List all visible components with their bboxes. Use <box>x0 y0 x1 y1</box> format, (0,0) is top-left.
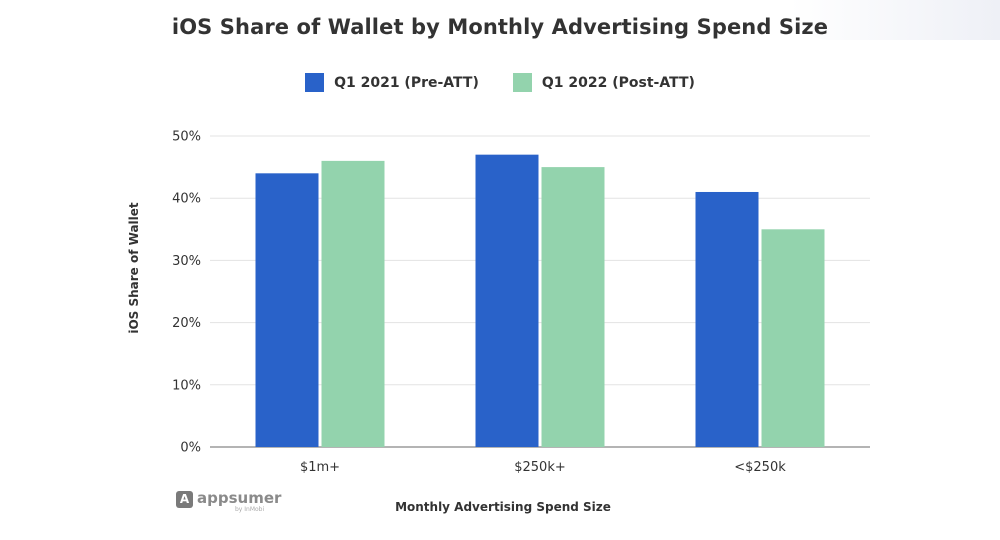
logo-brand: appsumer <box>197 489 282 507</box>
legend-item-series-1: Q1 2021 (Pre-ATT) <box>305 73 479 92</box>
y-tick-label: 40% <box>172 192 201 207</box>
appsumer-logo: A appsumer by InMobi <box>176 491 281 519</box>
legend: Q1 2021 (Pre-ATT) Q1 2022 (Post-ATT) <box>0 73 1000 92</box>
legend-label-series-1: Q1 2021 (Pre-ATT) <box>334 74 479 91</box>
gridlines <box>210 135 870 448</box>
x-tick-label: $1m+ <box>300 460 340 475</box>
corner-decoration <box>790 0 1000 40</box>
legend-label-series-2: Q1 2022 (Post-ATT) <box>541 74 695 91</box>
bar-series-1-category-2 <box>475 154 539 447</box>
legend-item-series-2: Q1 2022 (Post-ATT) <box>512 73 695 92</box>
bars <box>255 154 825 447</box>
y-tick-label: 10% <box>172 378 201 393</box>
bar-series-1-category-3 <box>695 191 759 447</box>
chart-title: iOS Share of Wallet by Monthly Advertisi… <box>171 15 829 39</box>
y-tick-labels: 0% 10% 20% 30% 40% 50% <box>172 130 201 456</box>
y-tick-label: 0% <box>180 441 201 456</box>
x-tick-label: $250k+ <box>514 460 566 475</box>
bar-series-1-category-1 <box>255 173 319 447</box>
appsumer-logo-icon: A <box>176 491 193 508</box>
x-axis-title: Monthly Advertising Spend Size <box>395 500 611 514</box>
y-tick-label: 30% <box>172 254 201 269</box>
x-tick-label: <$250k <box>734 460 786 475</box>
bar-series-2-category-1 <box>321 160 385 447</box>
appsumer-logo-text: appsumer by InMobi <box>197 491 281 513</box>
y-tick-label: 50% <box>172 130 201 145</box>
logo-byline: by InMobi <box>235 506 265 513</box>
y-tick-label: 20% <box>172 316 201 331</box>
legend-swatch-series-2 <box>512 73 532 92</box>
y-axis-title: iOS Share of Wallet <box>127 202 141 334</box>
x-tick-labels: $1m+ $250k+ <$250k <box>300 460 786 475</box>
bar-series-2-category-2 <box>541 167 605 447</box>
bar-series-2-category-3 <box>761 229 825 447</box>
legend-swatch-series-1 <box>305 73 325 92</box>
